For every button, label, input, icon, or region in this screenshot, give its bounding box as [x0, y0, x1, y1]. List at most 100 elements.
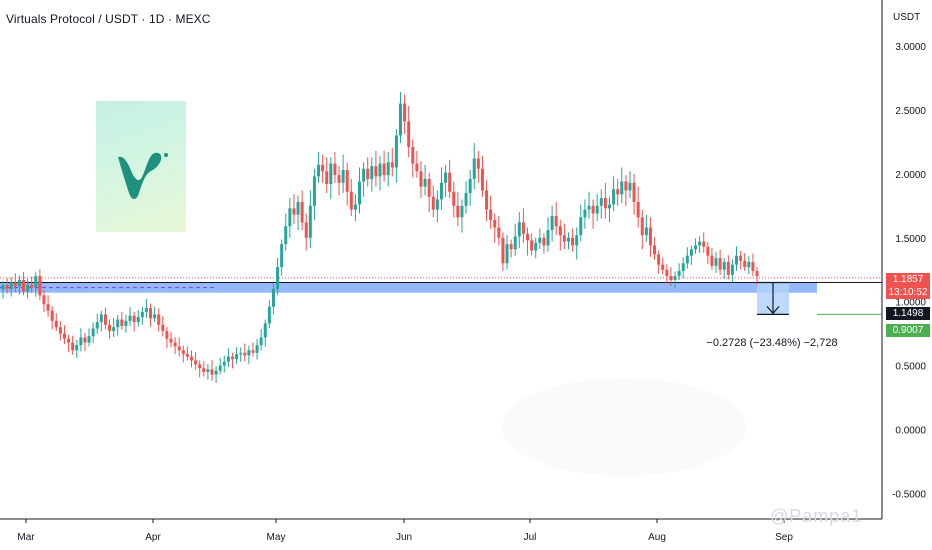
- candle-body: [468, 178, 472, 194]
- candle-body: [206, 369, 210, 372]
- candle-body: [181, 350, 185, 355]
- candle-body: [214, 370, 218, 375]
- candle-body: [489, 209, 493, 220]
- candle-body: [730, 264, 734, 275]
- candle-body: [112, 327, 116, 332]
- candle-body: [17, 279, 21, 287]
- candle-body: [653, 245, 657, 255]
- candle-body: [317, 164, 321, 177]
- candle-body: [358, 181, 362, 205]
- time-tick-label: Jul: [524, 532, 537, 543]
- candle-body: [419, 171, 423, 187]
- candle-body: [575, 235, 579, 246]
- candle-body: [657, 254, 661, 265]
- candle-body: [304, 222, 308, 238]
- blurred-region: [502, 378, 746, 476]
- support-zone: [0, 282, 817, 293]
- candle-body: [517, 222, 521, 237]
- candle-body: [530, 240, 534, 251]
- candle-body: [312, 176, 316, 206]
- candle-body: [321, 164, 325, 172]
- candle-body: [83, 337, 87, 343]
- price-tick-label: 2.0000: [895, 170, 926, 181]
- candle-body: [542, 237, 546, 246]
- candle-body: [476, 158, 480, 169]
- candle-body: [382, 163, 386, 176]
- candle-body: [185, 354, 189, 357]
- candle-body: [5, 285, 9, 289]
- candle-body: [198, 364, 202, 369]
- candle-body: [95, 322, 99, 329]
- candle-body: [300, 201, 304, 223]
- candle-body: [108, 324, 112, 332]
- candle-body: [259, 337, 263, 346]
- time-tick-label: May: [267, 532, 286, 543]
- candle-body: [726, 262, 730, 275]
- time-tick-label: Jun: [396, 532, 412, 543]
- candle-body: [702, 241, 706, 247]
- candle-body: [677, 270, 681, 277]
- candle-body: [1, 285, 5, 290]
- price-tick-label: 2.5000: [895, 106, 926, 117]
- candle-body: [345, 169, 349, 192]
- candle-body: [591, 205, 595, 214]
- candle-body: [153, 314, 157, 319]
- candle-body: [558, 226, 562, 236]
- candle-body: [722, 262, 726, 270]
- price-tick-label: -0.5000: [892, 489, 926, 500]
- candle-body: [538, 237, 542, 243]
- candle-body: [247, 350, 251, 356]
- candle-body: [169, 338, 173, 343]
- candle-body: [464, 193, 468, 206]
- price-tick-label: 0.0000: [895, 426, 926, 437]
- candle-body: [366, 168, 370, 179]
- candle-body: [460, 205, 464, 218]
- candle-body: [79, 337, 83, 346]
- candle-body: [751, 262, 755, 271]
- candle-body: [648, 227, 652, 246]
- candle-body: [407, 121, 411, 147]
- candle-body: [67, 338, 71, 343]
- candle-body: [583, 209, 587, 218]
- candle-body: [353, 204, 357, 210]
- candle-body: [493, 219, 497, 228]
- candle-body: [612, 189, 616, 205]
- candle-body: [54, 320, 58, 328]
- candle-body: [739, 255, 743, 261]
- candle-body: [452, 191, 456, 206]
- candle-body: [50, 310, 54, 321]
- candle-body: [288, 208, 292, 227]
- candle-body: [603, 198, 607, 209]
- candle-body: [308, 205, 312, 238]
- candle-body: [75, 345, 79, 351]
- candle-body: [599, 198, 603, 206]
- candle-body: [698, 241, 702, 246]
- candle-body: [255, 345, 259, 353]
- candle-body: [439, 182, 443, 200]
- candle-body: [661, 264, 665, 270]
- candle-body: [431, 196, 435, 210]
- price-tick-label: 0.5000: [895, 362, 926, 373]
- candle-body: [735, 255, 739, 265]
- candle-body: [550, 216, 554, 231]
- candle-body: [595, 205, 599, 214]
- candle-body: [9, 282, 13, 289]
- candle-body: [136, 317, 140, 323]
- candle-body: [149, 308, 153, 319]
- candle-body: [755, 270, 759, 277]
- candle-body: [230, 356, 234, 360]
- candle-body: [349, 191, 353, 210]
- candle-body: [616, 189, 620, 195]
- candle-body: [394, 135, 398, 168]
- time-tick-label: Sep: [775, 532, 793, 543]
- candle-body: [132, 315, 136, 323]
- candle-body: [747, 262, 751, 268]
- candle-body: [571, 237, 575, 246]
- time-tick-label: Aug: [648, 532, 666, 543]
- candle-body: [165, 331, 169, 339]
- candle-body: [194, 360, 198, 365]
- candle-body: [689, 249, 693, 256]
- candle-body: [202, 368, 206, 372]
- candle-body: [13, 282, 17, 287]
